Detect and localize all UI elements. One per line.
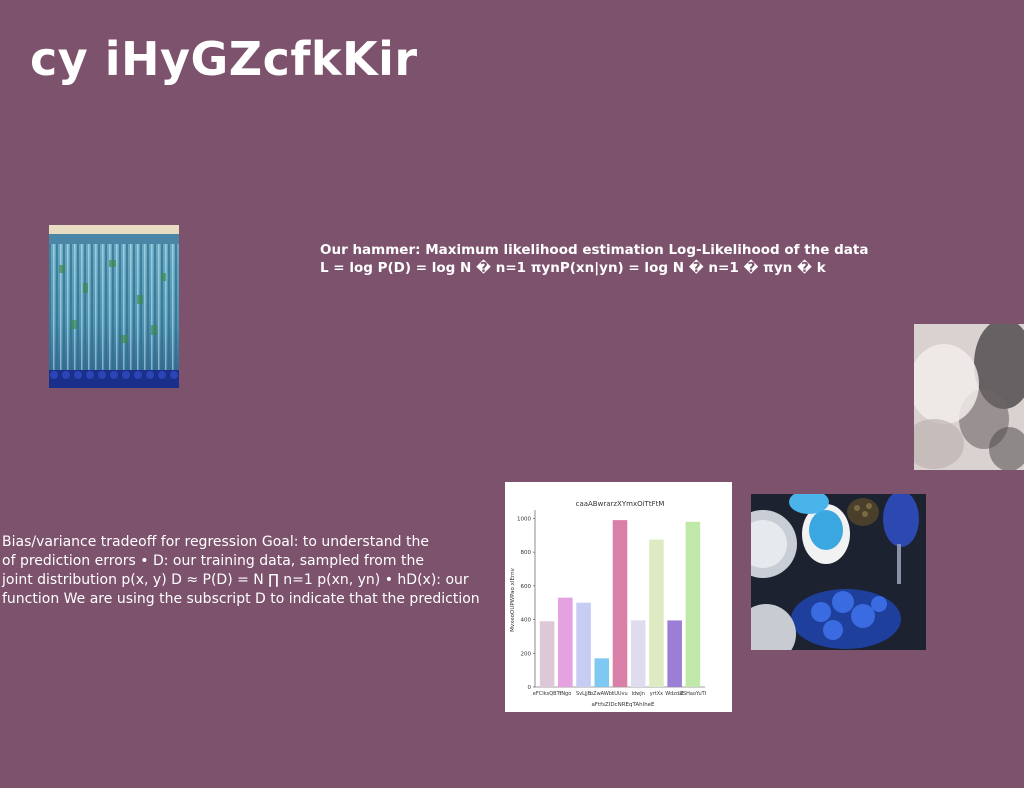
x-tick-label: Wdzdat (665, 691, 684, 697)
bar (649, 539, 664, 687)
text-line: Bias/variance tradeoff for regression Go… (2, 534, 429, 550)
y-tick-label: 400 (521, 618, 532, 624)
y-tick-label: 600 (521, 584, 532, 590)
text-line: function We are using the subscript D to… (2, 591, 480, 607)
x-tick-label: IdwJn (632, 691, 645, 697)
text-line: of prediction errors • D: our training d… (2, 553, 424, 569)
bar (576, 602, 591, 687)
bar (612, 520, 628, 687)
y-tick-label: 1000 (517, 516, 531, 522)
bias-variance-text: Bias/variance tradeoff for regression Go… (2, 533, 502, 609)
y-tick-label: 0 (528, 685, 532, 691)
cloudy-sky-image (914, 324, 1024, 470)
mle-text: Our hammer: Maximum likelihood estimatio… (320, 242, 869, 276)
roof-tiles-image (49, 225, 179, 388)
x-tick-label: SvLjjB (576, 691, 592, 697)
bar-chart-svg: caaABwrarzXYmxOiTtFtM aFtfsZIDcNREqTAhlh… (510, 500, 707, 708)
blue-food-image (751, 494, 926, 650)
chart-title: caaABwrarzXYmxOiTtFtM (576, 500, 665, 508)
bar (630, 620, 646, 687)
y-tick-label: 800 (521, 550, 532, 556)
bar (667, 620, 682, 687)
x-tick-label: tUUvu (612, 691, 627, 697)
x-tick-label: yrtXx (650, 691, 663, 697)
y-tick-label: 200 (521, 651, 532, 657)
x-tick-label: tNgo (559, 691, 571, 697)
bar (539, 621, 555, 687)
bar (685, 521, 701, 687)
bar (594, 658, 610, 687)
x-tick-label: ZSHaoYuTI (680, 691, 707, 697)
bar-chart: caaABwrarzXYmxOiTtFtM aFtfsZIDcNREqTAhlh… (505, 482, 732, 712)
x-tick-label: oZwAWbI (590, 691, 613, 697)
bar (558, 597, 573, 687)
chart-ylabel: MvxeoOUPWPao xlErnv (510, 567, 516, 631)
chart-xlabel: aFtfsZIDcNREqTAhlheE (591, 702, 655, 708)
slide-title: cy iHyGZcfkKir (30, 32, 418, 86)
x-tick-label: eFCIksQBTf (533, 691, 562, 697)
text-line: joint distribution p(x, y) D ≈ P(D) = N … (2, 572, 469, 588)
